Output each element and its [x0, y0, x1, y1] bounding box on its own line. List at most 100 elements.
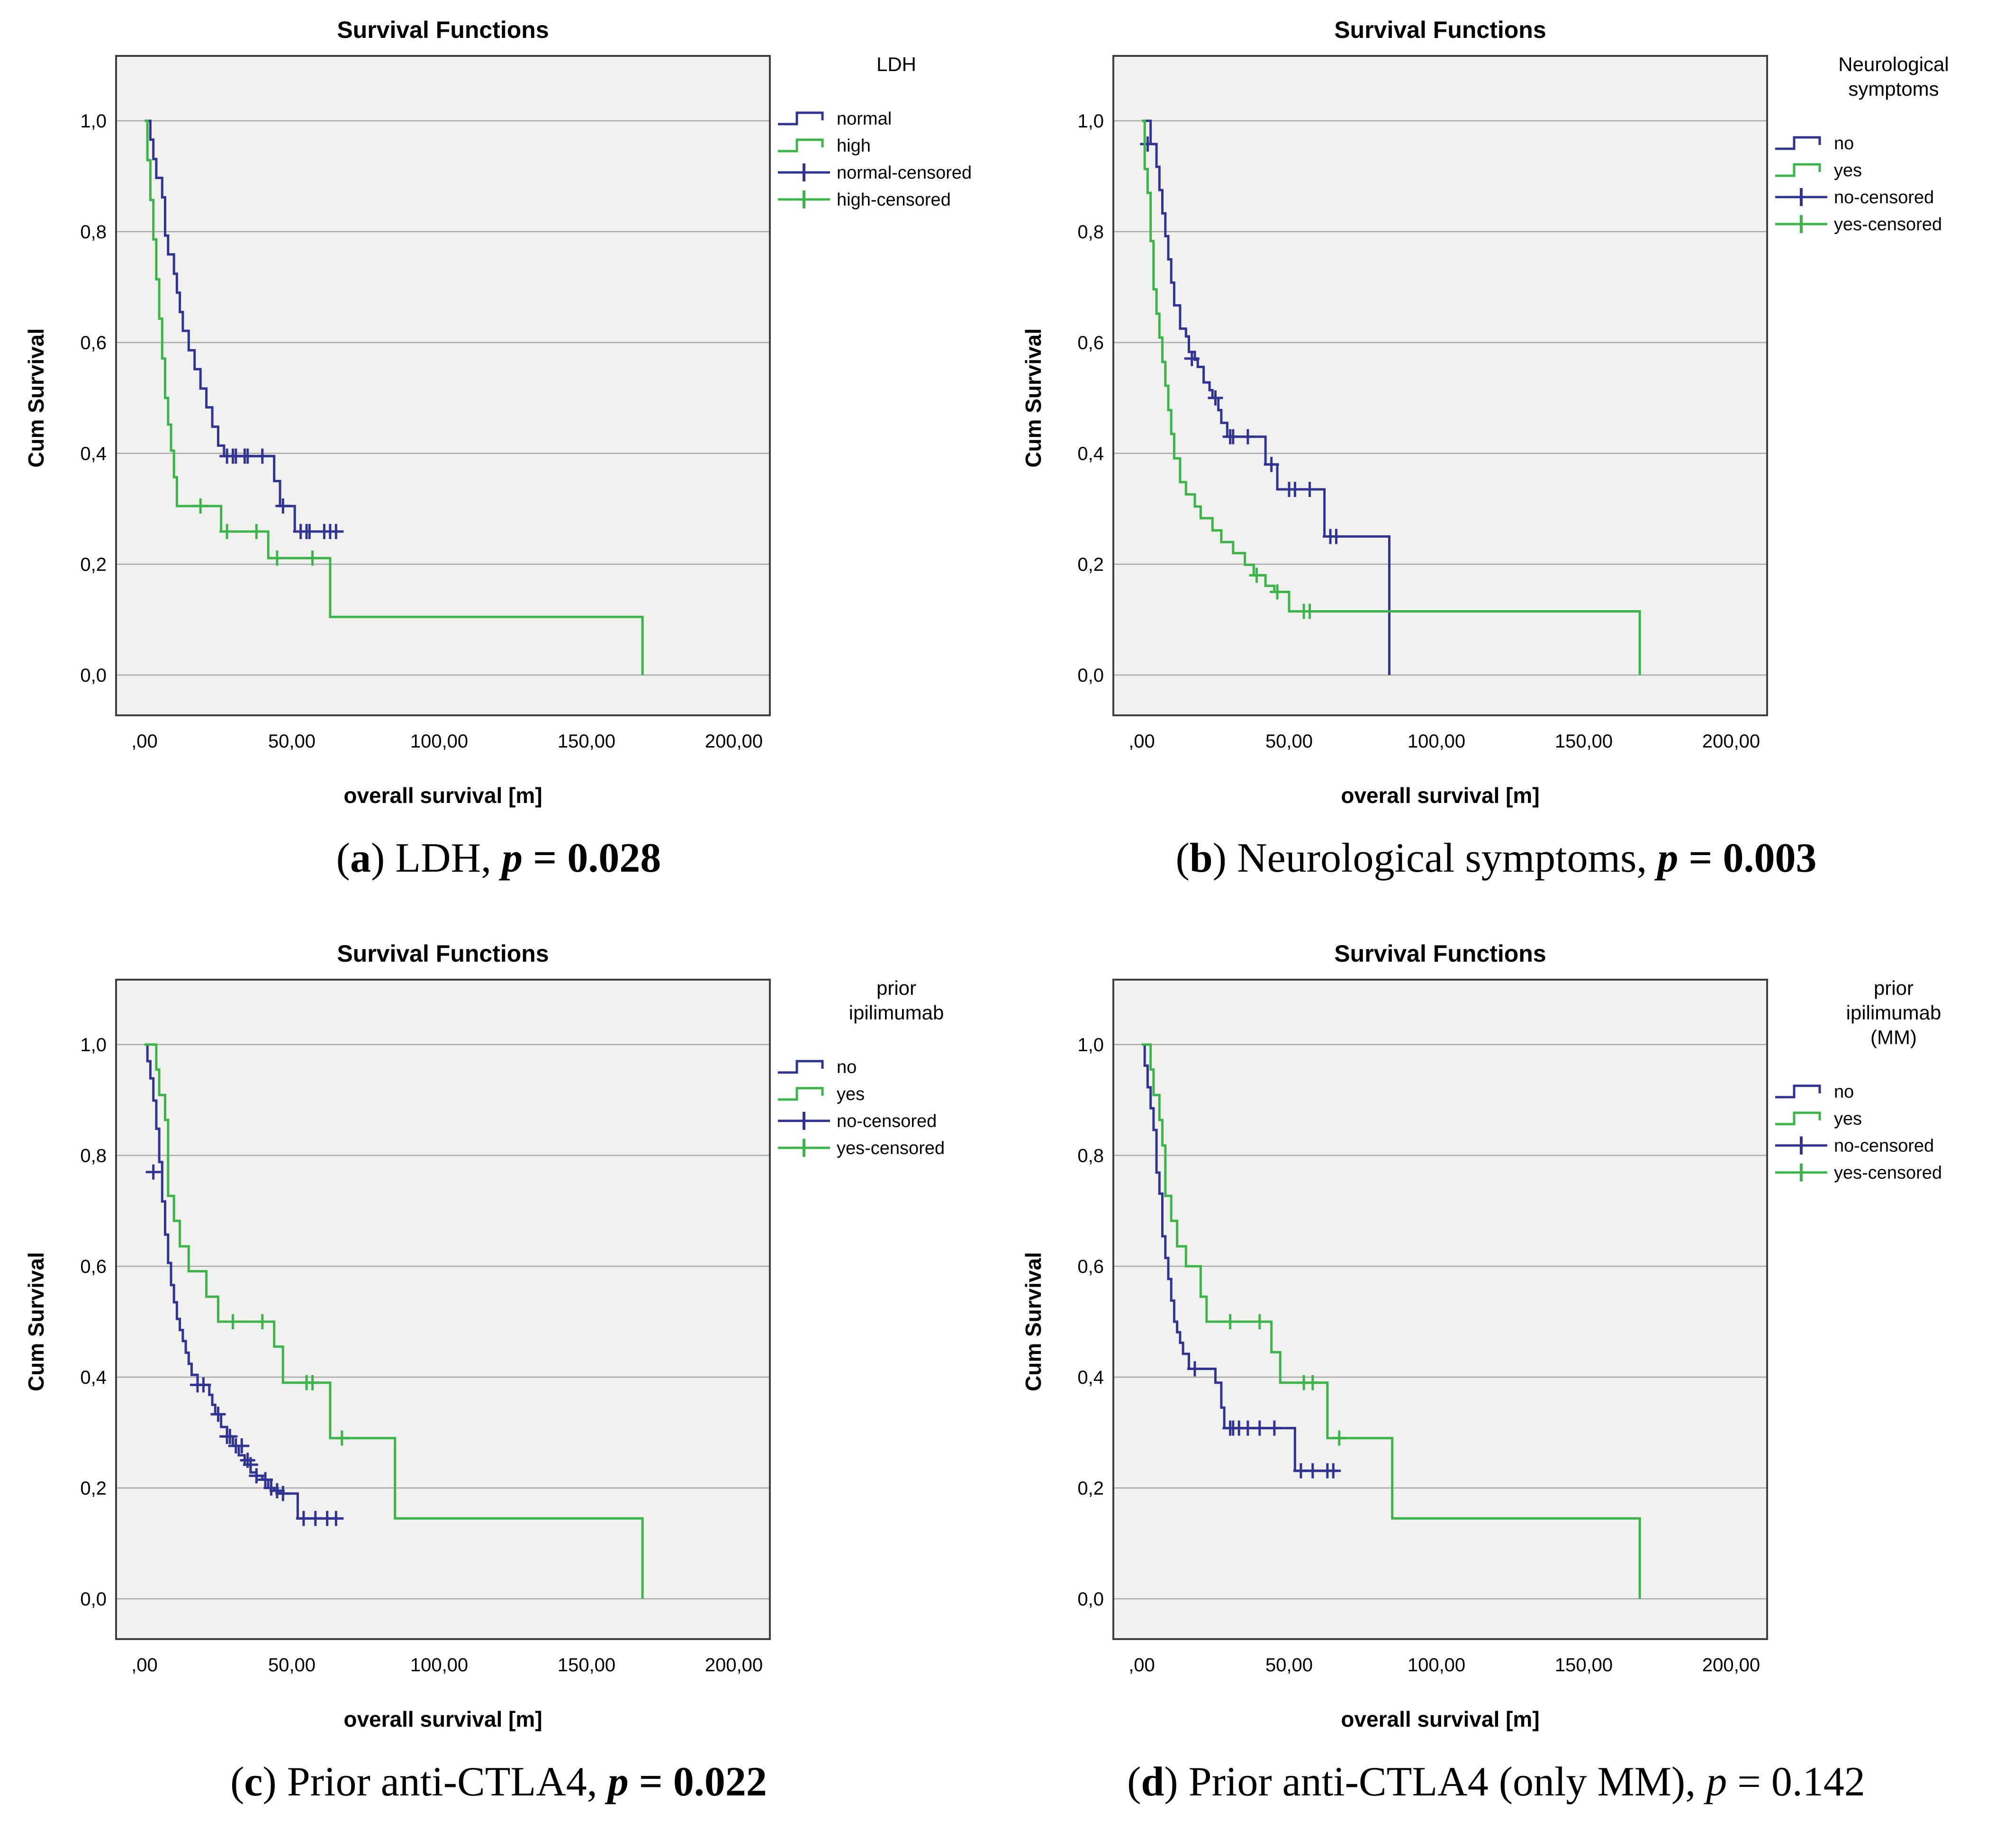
step-line-icon	[778, 1087, 824, 1101]
caption-p-symbol: p	[502, 835, 523, 881]
chart-title: Survival Functions	[337, 17, 549, 43]
km-chart-c: Survival Functions 0,0 0,2 0,4 0,6 0,8 1,0 ,00 5…	[24, 940, 945, 1731]
legend-entry-label: no	[837, 1057, 857, 1077]
legend-entry-no: no	[778, 1057, 857, 1077]
panel-a: Survival Functions 0,0 0,2 0,4 0,6 0,8 1,0 ,00 5…	[0, 0, 997, 924]
legend-title: prior	[876, 977, 916, 999]
legend-entry-yes-censored: yes-censored	[1775, 215, 1942, 234]
caption-text: (	[1175, 835, 1190, 881]
caption-equals: =	[628, 1759, 673, 1805]
svg-text:150,00: 150,00	[558, 1655, 615, 1676]
caption-equals: =	[1678, 835, 1723, 881]
legend-entry-no: no	[1775, 1082, 1854, 1102]
x-axis-title: overall survival [m]	[343, 1707, 542, 1731]
caption-p-value: 0.142	[1771, 1759, 1865, 1805]
svg-text:0,6: 0,6	[1077, 333, 1104, 353]
svg-text:,00: ,00	[131, 731, 158, 752]
svg-text:150,00: 150,00	[1555, 731, 1613, 752]
series-line-no	[1142, 1043, 1336, 1472]
caption-p-value: 0.022	[673, 1759, 767, 1805]
svg-text:,00: ,00	[131, 1655, 158, 1676]
svg-text:0,8: 0,8	[1077, 222, 1104, 243]
caption-p-value: 0.003	[1723, 835, 1817, 881]
caption-text: )	[1164, 1759, 1189, 1805]
legend-entry-label: yes	[1834, 161, 1862, 180]
y-axis-tick-labels: 0,0 0,2 0,4 0,6 0,8 1,0	[80, 111, 107, 686]
caption-text: (	[336, 835, 350, 881]
svg-text:0,6: 0,6	[80, 333, 107, 353]
legend-title: LDH	[876, 53, 916, 75]
x-axis-title: overall survival [m]	[343, 783, 542, 808]
step-line-icon	[1775, 1084, 1821, 1099]
svg-text:0,4: 0,4	[1077, 443, 1104, 464]
legend-entry-yes-censored: yes-censored	[1775, 1163, 1942, 1183]
svg-text:0,8: 0,8	[80, 1145, 107, 1166]
caption-label: Neurological symptoms,	[1237, 835, 1658, 881]
caption-text: (	[230, 1759, 244, 1805]
legend-entry-high: high	[778, 136, 871, 156]
svg-text:50,00: 50,00	[268, 731, 316, 752]
svg-text:0,0: 0,0	[80, 665, 107, 686]
caption-text: )	[370, 835, 396, 881]
svg-text:,00: ,00	[1128, 731, 1155, 752]
censor-marks-no	[1187, 1361, 1341, 1478]
caption-d: (d) Prior anti-CTLA4 (only MM), p = 0.14…	[997, 1758, 1995, 1806]
series-line-yes	[144, 1043, 644, 1599]
svg-text:150,00: 150,00	[1555, 1655, 1613, 1676]
svg-text:0,4: 0,4	[1077, 1367, 1104, 1388]
step-line-icon	[1775, 136, 1821, 150]
legend-entry-label: normal-censored	[837, 163, 972, 183]
svg-text:0,2: 0,2	[1077, 554, 1104, 575]
legend-entry-no-censored: no-censored	[1775, 1136, 1934, 1156]
plot-frame	[1112, 55, 1768, 716]
censor-marks-high	[193, 498, 320, 566]
svg-text:100,00: 100,00	[1408, 1655, 1465, 1676]
censor-marks-normal	[219, 448, 344, 539]
caption-c: (c) Prior anti-CTLA4, p = 0.022	[0, 1758, 997, 1806]
svg-text:0,8: 0,8	[1077, 1145, 1104, 1166]
svg-text:50,00: 50,00	[268, 1655, 316, 1676]
svg-text:200,00: 200,00	[1702, 1655, 1760, 1676]
legend-title: Neurological	[1838, 53, 1949, 75]
y-axis-title: Cum Survival	[1021, 328, 1046, 468]
x-axis-title: overall survival [m]	[1341, 783, 1539, 808]
plot-frame	[1112, 979, 1768, 1640]
km-chart-d: Survival Functions 0,0 0,2 0,4 0,6 0,8 1,0 ,00 5…	[1021, 940, 1942, 1731]
legend-entry-label: yes-censored	[837, 1138, 945, 1158]
legend-entry-yes: yes	[1775, 161, 1862, 180]
x-axis-title: overall survival [m]	[1341, 1707, 1539, 1731]
svg-text:0,6: 0,6	[1077, 1256, 1104, 1277]
legend-entry-label: yes	[1834, 1109, 1862, 1129]
legend-entry-no-censored: no-censored	[778, 1111, 937, 1131]
y-axis-tick-labels: 0,0 0,2 0,4 0,6 0,8 1,0	[1077, 1035, 1104, 1610]
legend-entry-normal: normal	[778, 109, 892, 129]
legend-entry-label: yes-censored	[1834, 215, 1942, 234]
caption-p-value: 0.028	[567, 835, 661, 881]
plot-frame	[115, 979, 771, 1640]
svg-text:0,2: 0,2	[1077, 1478, 1104, 1499]
legend-entry-no-censored: no-censored	[1775, 188, 1934, 207]
gridlines	[1113, 120, 1767, 676]
gridlines	[116, 1044, 770, 1600]
x-axis-tick-labels: ,00 50,00 100,00 150,00 200,00	[1128, 731, 1760, 752]
step-line-icon	[1775, 163, 1821, 177]
gridlines	[1113, 1044, 1767, 1600]
series-line-yes	[1142, 1043, 1641, 1599]
svg-text:0,0: 0,0	[1077, 665, 1104, 686]
legend-entry-label: yes	[837, 1084, 865, 1104]
legend-title: (MM)	[1870, 1026, 1917, 1048]
plot-area	[116, 56, 770, 715]
legend-entry-label: high	[837, 136, 871, 156]
svg-text:1,0: 1,0	[80, 111, 107, 132]
caption-text: )	[262, 1759, 287, 1805]
caption-letter: b	[1189, 835, 1213, 881]
legend-entry-label: yes-censored	[1834, 1163, 1942, 1183]
svg-text:0,2: 0,2	[80, 1478, 107, 1499]
legend-entry-normal-censored: normal-censored	[778, 163, 972, 183]
svg-text:0,4: 0,4	[80, 1367, 107, 1388]
step-line-icon	[778, 1060, 824, 1074]
caption-label: Prior anti-CTLA4,	[287, 1759, 608, 1805]
plot-area	[116, 980, 770, 1639]
svg-text:1,0: 1,0	[1077, 1035, 1104, 1055]
